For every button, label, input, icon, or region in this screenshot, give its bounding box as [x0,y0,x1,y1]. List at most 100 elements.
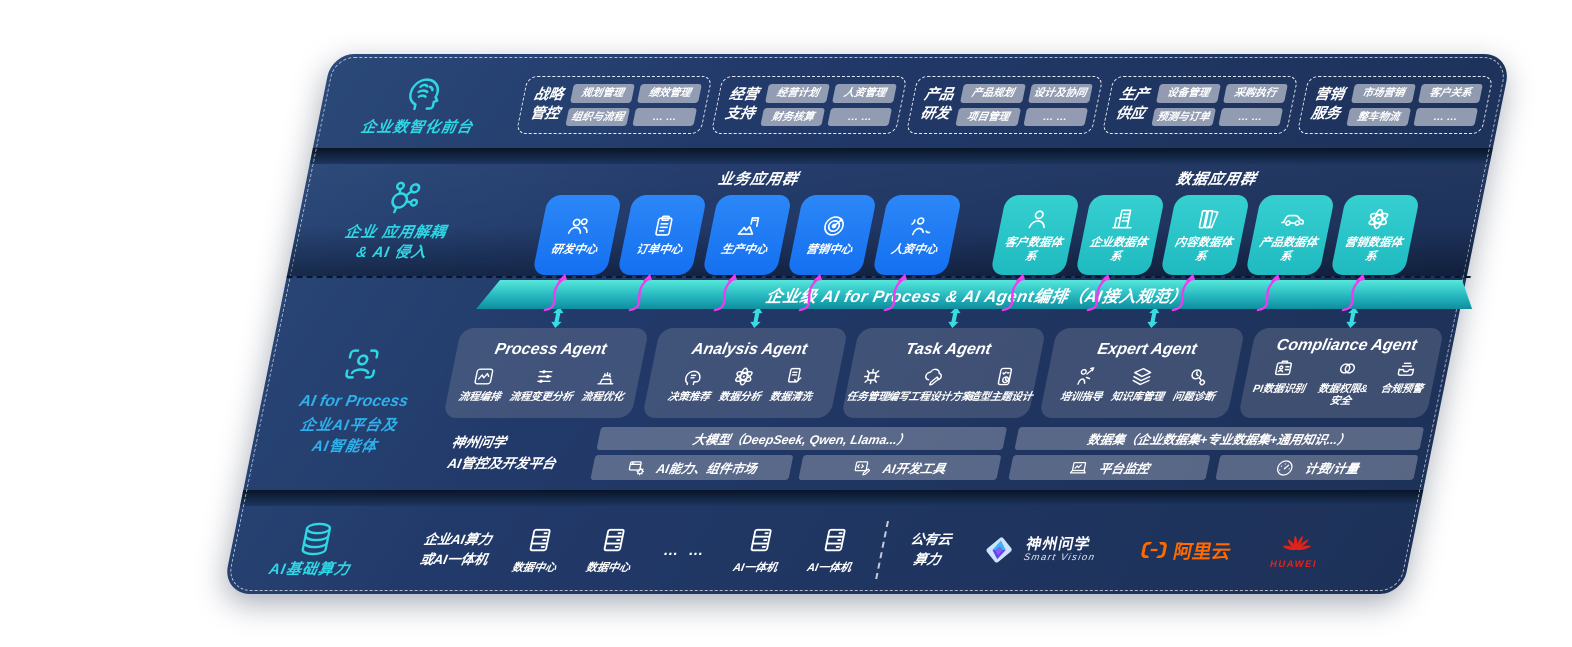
app-cell: 内容数据体系 [1160,195,1251,312]
front-chip: 产品规划 [960,84,1026,103]
front-chip: 项目管理 [955,107,1021,126]
infra-divider [874,521,889,579]
front-chip: 绩效管理 [637,84,703,103]
decision-head-icon [679,365,707,388]
orchestration-section: 企业级 AI for Process & AI Agent编排（AI接入规范） [476,276,1479,310]
platform-grid: 大模型（DeepSeek, Qwen, Llama...） AI能力、组件市场 A… [590,427,1425,480]
data-tools: 平台监控 计费/计量 [1007,455,1419,480]
layers-icon [1128,365,1156,388]
business-app-group: 业务应用群 研发中心 订单中心 生产中心 营销中心 人资中心 [532,168,968,312]
application-groups: 业务应用群 研发中心 订单中心 生产中心 营销中心 人资中心 数据应用群 客户数据体系企… [487,164,1490,312]
server-icon [743,525,779,555]
app-cell: 营销中心 [787,195,878,312]
agent-card-4: Expert Agent 培训指导 知识库管理 问题诊断 [1039,307,1246,418]
platform-tool-label: 平台监控 [1097,462,1151,476]
application-layer: 企业 应用解耦 & AI 侵入 业务应用群 研发中心 订单中心 生产中心 营销中心 人资… [286,164,1490,312]
capability: 知识库管理 [1110,365,1170,404]
app-cell: 生产中心 [702,195,793,312]
infra-node-label: 数据中心 [584,562,632,574]
app-box-1: 客户数据体系 [990,195,1081,275]
data-group-title: 数据应用群 [1174,171,1259,188]
front-chip: 设备管理 [1155,84,1221,103]
infra-node-label: AI一体机 [805,562,853,574]
capability: 任务管理 [845,365,891,404]
infrastructure-layer: AI基础算力 企业AI算力 或AI一体机 数据中心 数据中心 … … AI一体机 AI一… [222,506,1420,594]
updown-arrow-icon [1343,307,1362,328]
infra-node: 数据中心 [511,525,565,575]
front-chip: 市场营销 [1350,84,1416,103]
platform-tool-label: AI开发工具 [881,462,947,476]
capability-label: 编写工程设计方案 [886,391,974,404]
data-app-row: 客户数据体系 企业数据体系 内容数据体系 产品数据体系 营销数据体系 [990,195,1421,312]
capability: 数据权限&安全 [1310,357,1378,408]
app-box-5: 营销数据体系 [1330,195,1421,275]
app-box-label: 研发中心 [549,243,599,256]
ai-content: Process Agent 流程编排 流程变更分析 流程优化 Analysis Agen… [428,307,1448,490]
app-box-3: 生产中心 [702,195,793,275]
agent-card-2: Analysis Agent 决策推荐 数据分析 数据清洗 [641,307,848,418]
cloud-edit-icon [920,365,948,388]
front-group-1: 战略管控 规划管理 绩效管理 组织与流程… … [515,76,713,134]
capability-label: 数据清洗 [768,391,814,404]
rings-icon [1333,357,1361,380]
front-chip: 规划管理 [570,84,635,103]
capability-label: 流程变更分析 [508,391,574,404]
capability-label: 任务管理 [845,391,890,404]
vendor-alicloud: 阿里云 [1136,535,1234,565]
front-group-5: 营销服务 市场营销 客户关系 整车物流… … [1296,76,1494,134]
front-chip: … … [827,107,893,126]
platform-label-line1: 神州问学 [450,435,508,451]
front-chip: 整车物流 [1346,107,1412,126]
front-group-title: 战略管控 [528,87,565,122]
gauge-icon [1273,458,1297,478]
front-group-title: 生产供应 [1114,87,1151,122]
front-office-rail: 企业数智化前台 [315,73,528,138]
agent-title: Expert Agent [1095,341,1199,359]
platform-tool: 平台监控 [1007,455,1211,480]
capability: 决策推荐 [667,365,717,404]
infra-node: 数据中心 [585,525,639,575]
factory-icon [733,213,764,239]
ai-platform-rail: AI for Process 企业AI平台及 AI智能体 [243,310,465,490]
front-group-chips: 市场营销 客户关系 整车物流… … [1346,84,1483,126]
agent-capabilities: 流程编排 流程变更分析 流程优化 [451,365,637,404]
front-group-chips: 经营计划 人资管理 财务核算… … [760,84,898,126]
app-cell: 营销数据体系 [1330,195,1421,312]
agent-title: Compliance Agent [1275,336,1419,354]
agent-title: Task Agent [904,341,993,359]
front-chip: … … [1218,107,1283,126]
front-chip: 设计及协同 [1027,84,1093,103]
agent-title: Analysis Agent [690,341,809,359]
capability: 问题诊断 [1171,365,1221,404]
infra-node-label: 数据中心 [510,562,558,574]
task-nodes-icon [858,365,886,388]
front-chip: 经营计划 [765,84,831,103]
molecule-icon [379,178,427,218]
dataset-column: 数据集（企业数据集+专业数据集+通用知识...） 平台监控 计费/计量 [1007,427,1425,480]
updown-arrow-icon [746,307,765,328]
ai-platform-layer: AI for Process 企业AI平台及 AI智能体 Process Age… [243,307,1460,490]
hr-icon [903,213,934,239]
target-icon [818,213,849,239]
capability-label: 流程编排 [457,391,502,404]
front-office-label: 企业数智化前台 [359,118,475,136]
agent-capabilities: PI数据识别 数据权限&安全 合规预警 [1245,357,1433,408]
capability-label: 数据权限&安全 [1316,382,1369,408]
database-icon [293,520,339,558]
vendor-name: 阿里云 [1171,541,1233,563]
platform-tool: 计费/计量 [1215,455,1419,480]
diagnose-icon [1184,365,1212,388]
capability: 编写工程设计方案 [887,365,973,404]
flow-window-icon [470,365,498,388]
platform-section: 神州问学 AI管控及开发平台 大模型（DeepSeek, Qwen, Llama… [430,427,1425,480]
infrastructure-label: AI基础算力 [267,561,352,579]
ellipsis-label: … … [661,541,709,559]
capability-label: 数据分析 [717,391,763,404]
front-chip: 预测与订单 [1150,107,1216,126]
agent-capabilities: 培训指导 知识库管理 问题诊断 [1047,365,1233,404]
smartvision-logo-icon [978,532,1021,568]
app-box-label: 订单中心 [634,243,684,256]
agent-title: Process Agent [493,341,609,359]
app-cell: 企业数据体系 [1075,195,1166,312]
ai-platform-label-en: AI for Process [297,393,410,410]
